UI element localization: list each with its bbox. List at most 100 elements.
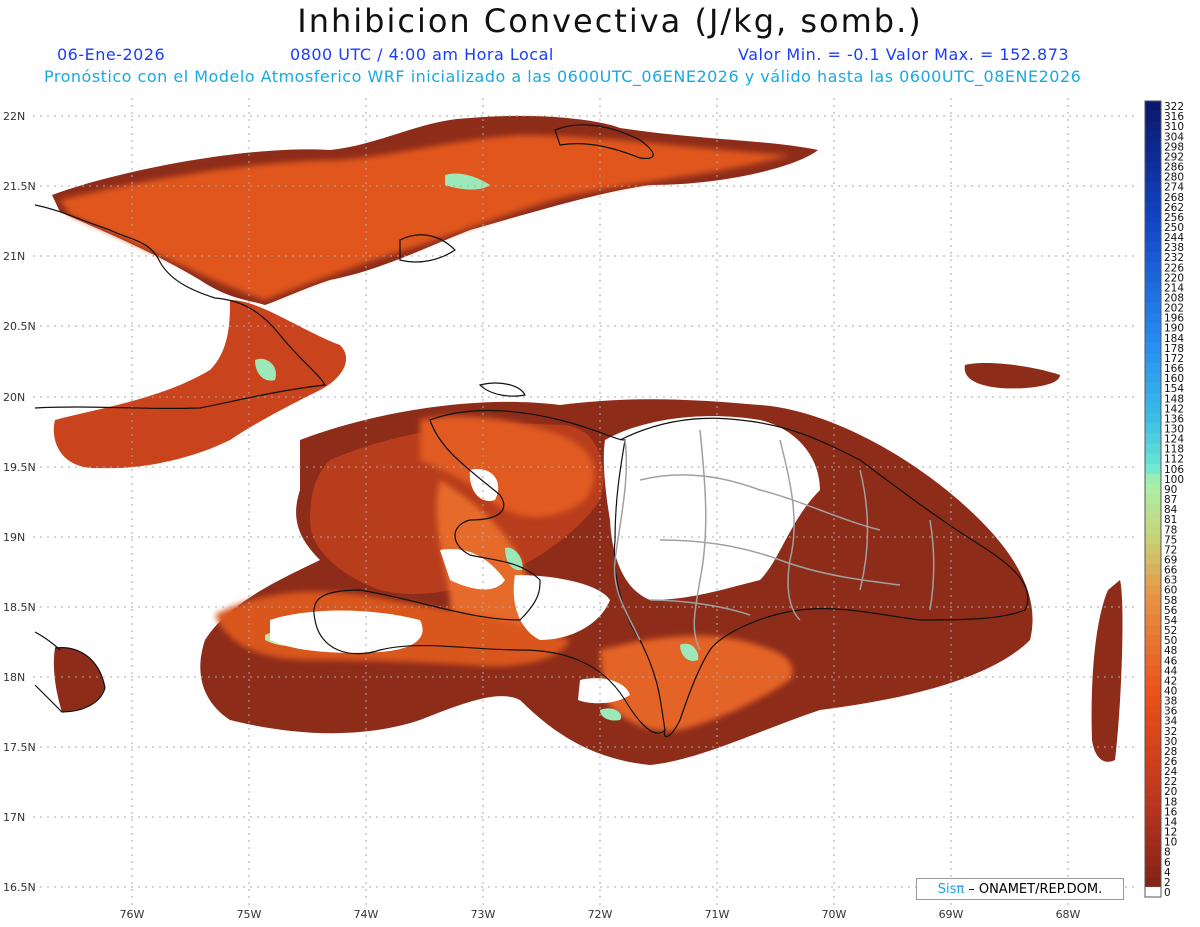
legend-label: 6 — [1164, 857, 1171, 869]
legend-swatch — [1145, 433, 1161, 445]
legend-swatch — [1145, 302, 1161, 314]
legend-swatch — [1145, 745, 1161, 757]
legend-label: 304 — [1164, 131, 1184, 143]
legend-swatch — [1145, 171, 1161, 183]
legend-label: 4 — [1164, 867, 1171, 879]
legend-label: 56 — [1164, 605, 1178, 617]
lon-label: 68W — [1056, 908, 1081, 921]
legend-swatch — [1145, 312, 1161, 324]
legend-swatch — [1145, 826, 1161, 838]
legend-swatch — [1145, 191, 1161, 203]
legend-swatch — [1145, 735, 1161, 747]
legend-swatch — [1145, 473, 1161, 485]
legend-label: 196 — [1164, 313, 1184, 325]
legend-swatch — [1145, 262, 1161, 273]
legend-swatch — [1145, 443, 1161, 455]
legend-label: 214 — [1164, 282, 1184, 294]
legend-swatch — [1145, 483, 1161, 495]
legend-swatch — [1145, 322, 1161, 334]
legend-swatch — [1145, 393, 1161, 404]
legend-swatch — [1145, 594, 1161, 606]
lon-label: 70W — [822, 908, 847, 921]
legend-swatch — [1145, 504, 1161, 515]
lon-label: 73W — [471, 908, 496, 921]
legend-swatch — [1145, 201, 1161, 213]
graticule — [33, 98, 1138, 908]
forecast-time: 0800 UTC / 4:00 am Hora Local — [290, 45, 554, 64]
legend-swatch — [1145, 786, 1161, 797]
legend-label: 220 — [1164, 272, 1184, 284]
legend-label: 8 — [1164, 847, 1171, 859]
lon-label: 72W — [588, 908, 613, 921]
legend-swatch — [1145, 574, 1161, 586]
legend-swatch — [1145, 111, 1161, 122]
legend-swatch — [1145, 665, 1161, 676]
legend-label: 310 — [1164, 121, 1184, 133]
legend-swatch — [1145, 806, 1161, 817]
legend-label: 75 — [1164, 534, 1177, 546]
legend-swatch — [1145, 584, 1161, 596]
legend-label: 20 — [1164, 786, 1177, 798]
legend-swatch — [1145, 231, 1161, 243]
legend-label: 202 — [1164, 303, 1184, 315]
legend-label: 178 — [1164, 343, 1184, 355]
legend-label: 22 — [1164, 776, 1177, 788]
legend-label: 208 — [1164, 293, 1184, 305]
legend-label: 292 — [1164, 151, 1184, 163]
legend-label: 30 — [1164, 736, 1177, 748]
lon-label: 74W — [354, 908, 379, 921]
legend-swatch — [1145, 766, 1161, 777]
legend-label: 106 — [1164, 464, 1184, 476]
legend-swatch — [1145, 181, 1161, 193]
legend-label: 100 — [1164, 474, 1184, 486]
legend-swatch — [1145, 836, 1161, 848]
legend-label: 48 — [1164, 645, 1177, 657]
lat-label: 18N — [3, 671, 25, 684]
province-borders — [613, 429, 935, 651]
legend-swatch — [1145, 413, 1161, 424]
legend-swatch — [1145, 675, 1161, 686]
legend-label: 190 — [1164, 323, 1184, 335]
legend-label: 118 — [1164, 444, 1184, 456]
legend-label: 38 — [1164, 696, 1177, 708]
credit-box: Sisπ – ONAMET/REP.DOM. — [916, 878, 1124, 900]
legend-swatch — [1145, 121, 1161, 132]
legend-label: 256 — [1164, 212, 1184, 224]
legend-swatch — [1145, 624, 1161, 636]
lat-label: 19.5N — [3, 461, 36, 474]
lat-label: 19N — [3, 531, 25, 544]
legend-swatch — [1145, 292, 1161, 304]
legend-swatch — [1145, 342, 1161, 354]
legend-swatch — [1145, 685, 1161, 696]
legend-label: 69 — [1164, 554, 1177, 566]
legend-label: 42 — [1164, 675, 1177, 687]
legend-swatch — [1145, 524, 1161, 535]
legend-swatch — [1145, 604, 1161, 616]
legend-label: 26 — [1164, 756, 1178, 768]
legend-swatch — [1145, 131, 1161, 142]
legend-label: 90 — [1164, 484, 1177, 496]
legend-swatch — [1145, 614, 1161, 626]
legend-label: 112 — [1164, 454, 1184, 466]
map-title: Inhibicion Convectiva (J/kg, somb.) — [297, 2, 923, 40]
legend-swatch — [1145, 161, 1161, 173]
legend-label: 322 — [1164, 101, 1184, 113]
legend-swatch — [1145, 776, 1161, 787]
legend-swatch — [1145, 221, 1161, 233]
lat-label: 21N — [3, 250, 25, 263]
legend-label: 84 — [1164, 504, 1178, 516]
color-legend: 3223163103042982922862802742682622562502… — [1144, 100, 1184, 899]
legend-label: 14 — [1164, 816, 1178, 828]
legend-swatch — [1145, 725, 1161, 737]
lat-label: 20N — [3, 391, 25, 404]
legend-label: 40 — [1164, 685, 1177, 697]
legend-border — [1144, 100, 1162, 898]
lat-label: 20.5N — [3, 320, 36, 333]
legend-swatch — [1145, 272, 1161, 283]
credit-text: – ONAMET/REP.DOM. — [968, 881, 1103, 897]
legend-label: 16 — [1164, 806, 1178, 818]
legend-label: 244 — [1164, 232, 1184, 244]
legend-swatch — [1145, 544, 1161, 555]
legend-swatch — [1145, 463, 1161, 475]
legend-label: 232 — [1164, 252, 1184, 264]
